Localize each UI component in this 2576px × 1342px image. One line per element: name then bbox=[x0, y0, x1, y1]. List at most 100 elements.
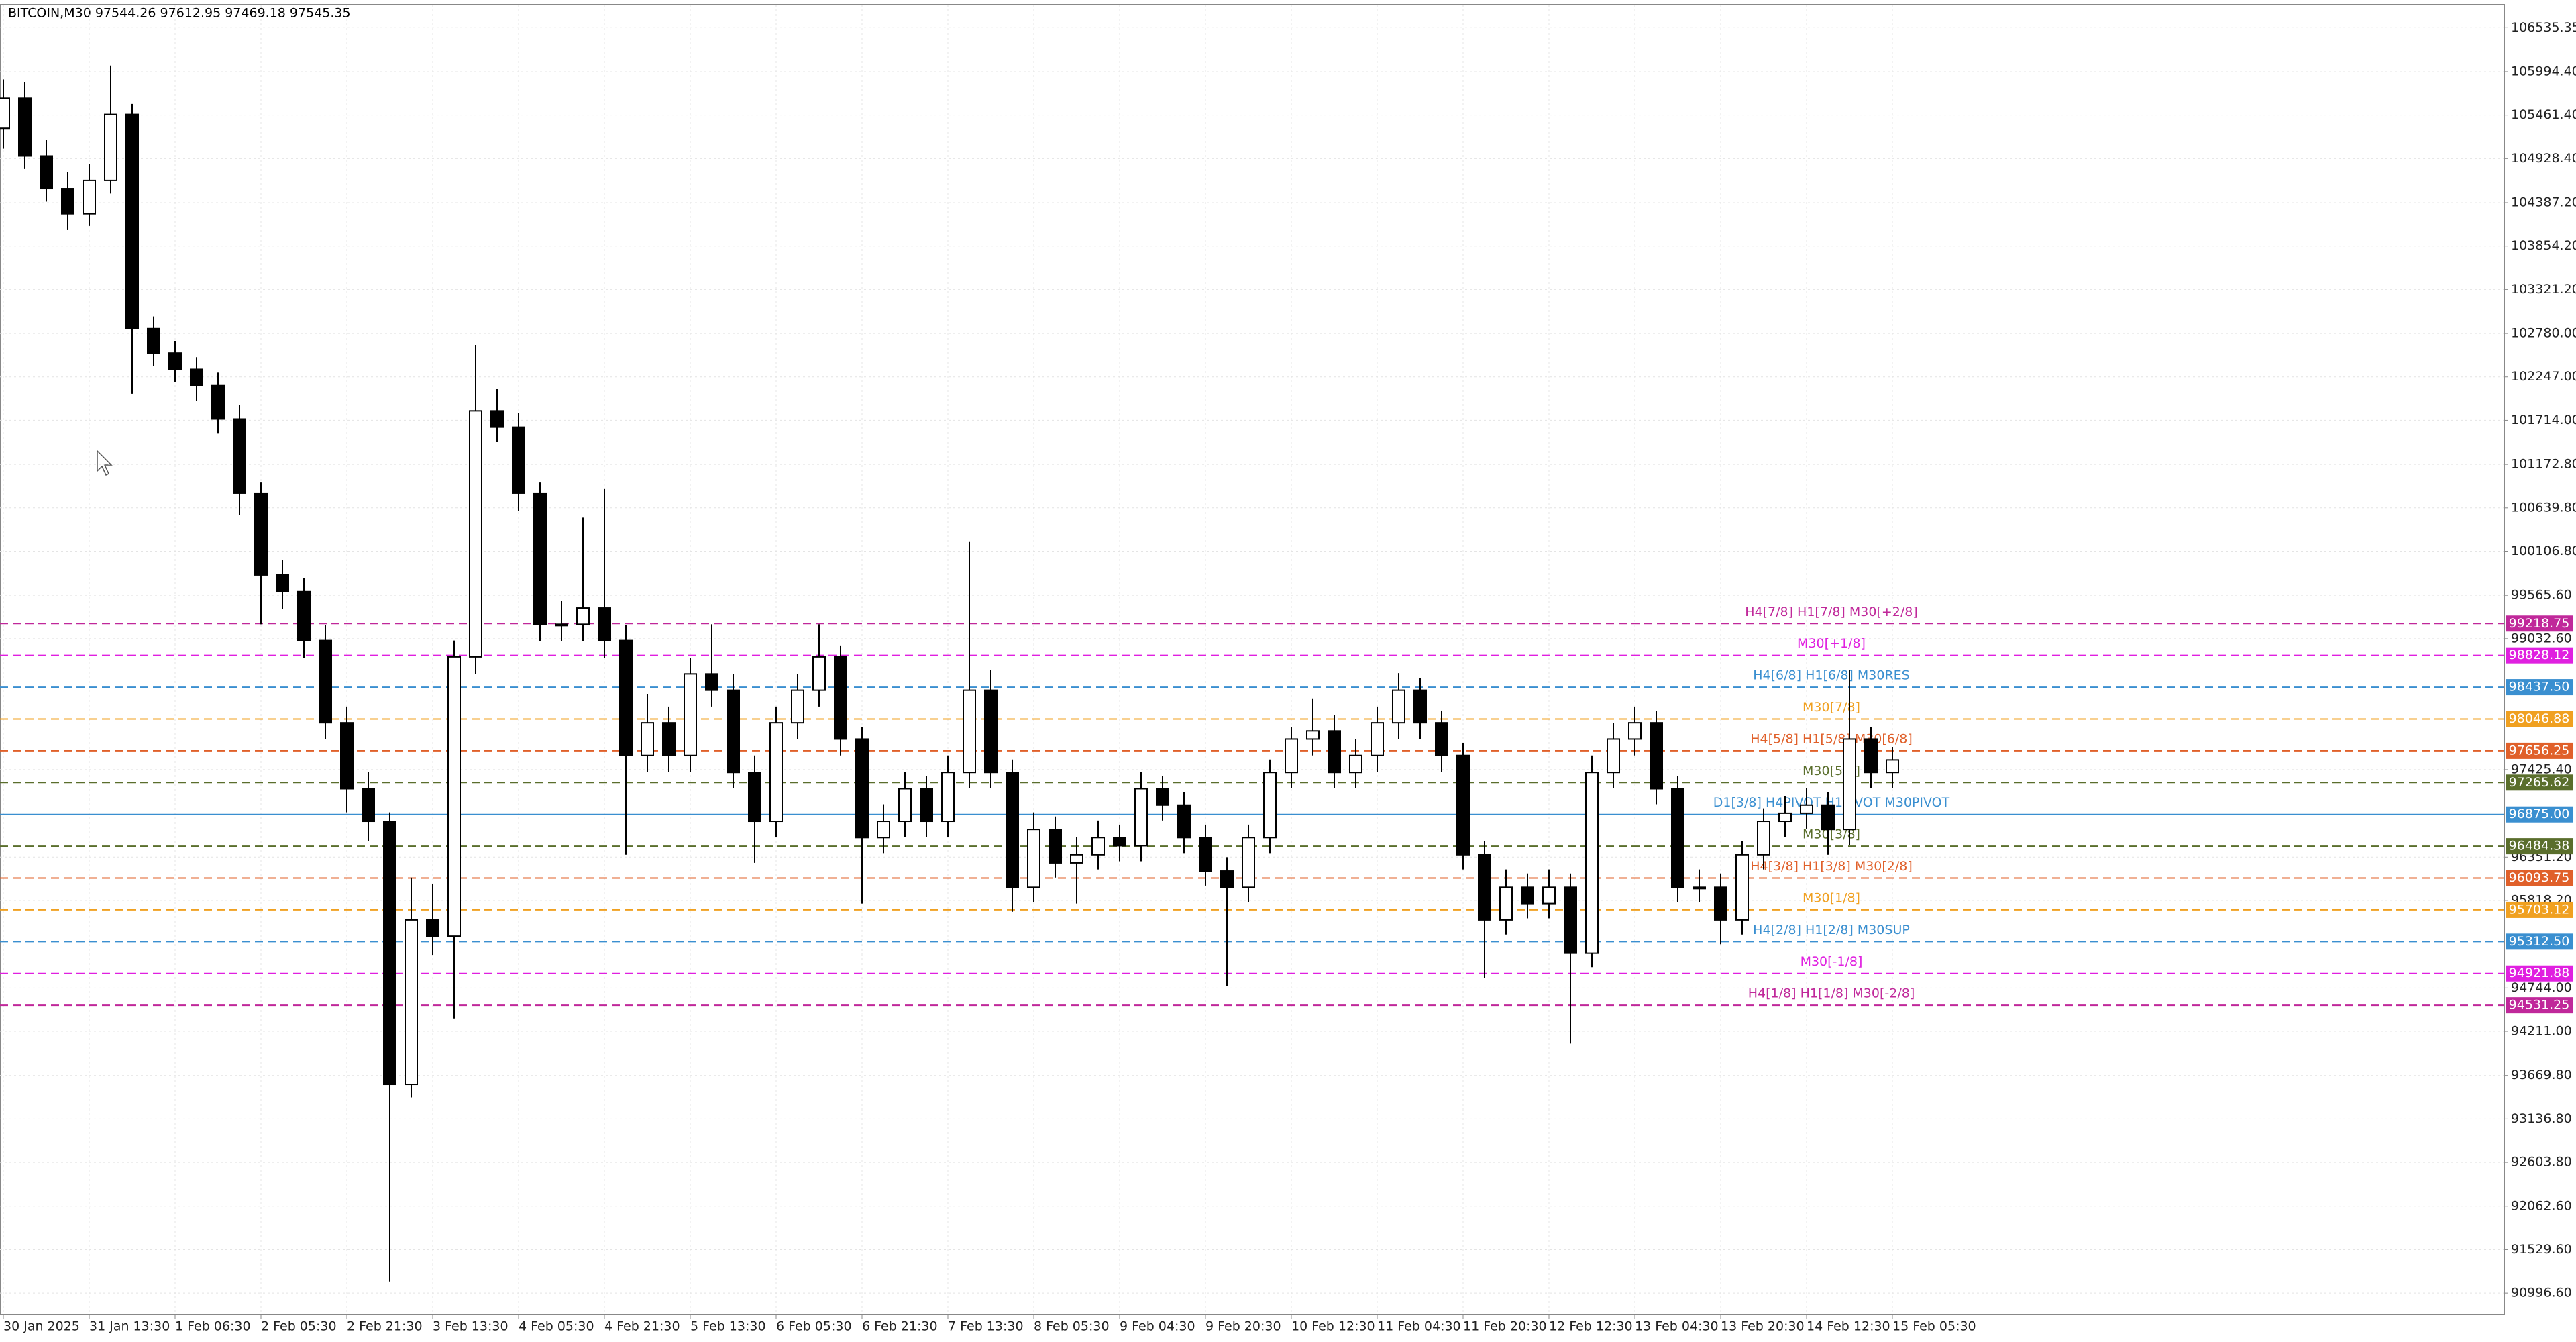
candle-body bbox=[812, 656, 826, 691]
y-tick-label: 103321.20 bbox=[2511, 282, 2576, 297]
x-tick-label: 4 Feb 05:30 bbox=[519, 1319, 594, 1334]
candle-body bbox=[1864, 738, 1878, 774]
candle-body bbox=[1821, 804, 1835, 831]
level-label: M30[+1/8] bbox=[1797, 636, 1866, 651]
price-tag bbox=[2506, 742, 2573, 759]
candle-body bbox=[512, 426, 525, 494]
candle-body bbox=[61, 188, 74, 215]
y-tick-label: 94211.00 bbox=[2511, 1024, 2572, 1039]
level-label: D1[3/8] H4PIVOT H1PIVOT M30PIVOT bbox=[1713, 795, 1950, 810]
y-tick-label: 92062.60 bbox=[2511, 1198, 2572, 1213]
candle-body bbox=[405, 919, 418, 1086]
price-tag-label: 98437.50 bbox=[2509, 680, 2570, 694]
candle-body bbox=[1671, 788, 1684, 888]
price-tag bbox=[2506, 933, 2573, 950]
x-tick-label: 5 Feb 13:30 bbox=[690, 1319, 766, 1334]
candle-body bbox=[1027, 829, 1040, 888]
price-tag-label: 95703.12 bbox=[2509, 902, 2570, 917]
candle-body bbox=[1156, 788, 1169, 806]
y-tick-label: 99565.60 bbox=[2511, 588, 2572, 603]
level-label: H4[6/8] H1[6/8] M30RES bbox=[1753, 668, 1909, 683]
price-tag bbox=[2506, 901, 2573, 918]
level-label: H4[5/8] H1[5/8] M30[6/8] bbox=[1750, 731, 1913, 746]
candle-body bbox=[920, 788, 933, 823]
x-tick-label: 1 Feb 06:30 bbox=[175, 1319, 251, 1334]
y-tick-label: 101714.00 bbox=[2511, 413, 2576, 427]
candle-body bbox=[855, 738, 869, 839]
price-tag bbox=[2506, 774, 2573, 791]
y-tick-label: 102247.00 bbox=[2511, 369, 2576, 384]
candle-body bbox=[1521, 886, 1534, 905]
x-tick-label: 2 Feb 21:30 bbox=[347, 1319, 423, 1334]
y-tick-label: 100106.80 bbox=[2511, 544, 2576, 558]
level-label: H4[2/8] H1[2/8] M30SUP bbox=[1753, 923, 1910, 937]
candle-body bbox=[104, 113, 117, 181]
candle-body bbox=[984, 689, 998, 774]
candle-body bbox=[1778, 812, 1792, 823]
x-tick-label: 6 Feb 05:30 bbox=[776, 1319, 852, 1334]
price-tag-label: 94921.88 bbox=[2509, 966, 2570, 980]
candle-body bbox=[168, 352, 182, 370]
x-tick-label: 11 Feb 20:30 bbox=[1463, 1319, 1547, 1334]
x-tick-label: 15 Feb 05:30 bbox=[1892, 1319, 1976, 1334]
x-tick-label: 14 Feb 12:30 bbox=[1807, 1319, 1890, 1334]
candle-body bbox=[469, 410, 482, 658]
candle-body bbox=[1478, 854, 1491, 921]
candle-body bbox=[83, 179, 96, 215]
candle-body bbox=[1263, 772, 1277, 839]
candle-body bbox=[1349, 754, 1362, 774]
y-tick-label: 100639.80 bbox=[2511, 500, 2576, 515]
price-tag-label: 96093.75 bbox=[2509, 870, 2570, 885]
y-tick-label: 102780.00 bbox=[2511, 326, 2576, 341]
plot-frame bbox=[0, 4, 2505, 1315]
candle-body bbox=[1220, 870, 1234, 888]
candle-body bbox=[748, 772, 761, 823]
candle-body bbox=[383, 821, 396, 1086]
candle-body bbox=[1113, 837, 1126, 847]
candle-body bbox=[1070, 854, 1083, 864]
level-label: H4[3/8] H1[3/8] M30[2/8] bbox=[1750, 859, 1913, 874]
mouse-cursor bbox=[97, 450, 113, 476]
candle-body bbox=[0, 97, 10, 130]
candle-body bbox=[211, 384, 225, 420]
price-tag bbox=[2506, 711, 2573, 727]
price-tag bbox=[2506, 838, 2573, 855]
price-tag bbox=[2506, 679, 2573, 696]
chart-title: BITCOIN,M30 97544.26 97612.95 97469.18 9… bbox=[8, 6, 351, 21]
candle-body bbox=[447, 656, 461, 937]
candle-body bbox=[40, 155, 53, 190]
candle-body bbox=[490, 410, 504, 428]
candle-body bbox=[190, 368, 203, 386]
candle-body bbox=[1714, 886, 1727, 921]
level-label: H4[1/8] H1[1/8] M30[-2/8] bbox=[1748, 986, 1915, 1001]
candle-body bbox=[705, 673, 718, 691]
x-tick-label: 31 Jan 13:30 bbox=[89, 1319, 170, 1334]
price-tag-label: 95312.50 bbox=[2509, 934, 2570, 949]
candle-body bbox=[1242, 837, 1255, 888]
candle-body bbox=[1049, 829, 1062, 864]
x-tick-label: 13 Feb 20:30 bbox=[1721, 1319, 1805, 1334]
candle-body bbox=[1371, 722, 1384, 756]
price-tag-label: 96484.38 bbox=[2509, 839, 2570, 854]
price-tag-label: 98046.88 bbox=[2509, 711, 2570, 726]
y-tick-label: 99032.60 bbox=[2511, 631, 2572, 646]
candle-body bbox=[898, 788, 912, 823]
candle-body bbox=[727, 689, 740, 774]
candle-body bbox=[1199, 837, 1212, 872]
candle-body bbox=[1091, 837, 1105, 856]
candle-body bbox=[1456, 754, 1470, 856]
x-tick-label: 2 Feb 05:30 bbox=[261, 1319, 337, 1334]
candle-body bbox=[254, 492, 268, 576]
candle-body bbox=[619, 639, 633, 756]
level-label: M30[1/8] bbox=[1803, 890, 1860, 905]
candle-body bbox=[641, 722, 654, 756]
x-tick-label: 6 Feb 21:30 bbox=[862, 1319, 938, 1334]
candle-body bbox=[1628, 722, 1642, 740]
candle-body bbox=[1757, 821, 1770, 856]
x-tick-label: 3 Feb 13:30 bbox=[433, 1319, 508, 1334]
y-tick-label: 91529.60 bbox=[2511, 1242, 2572, 1257]
price-tag bbox=[2506, 870, 2573, 886]
candle-body bbox=[1177, 804, 1191, 839]
y-tick-label: 101172.80 bbox=[2511, 457, 2576, 472]
